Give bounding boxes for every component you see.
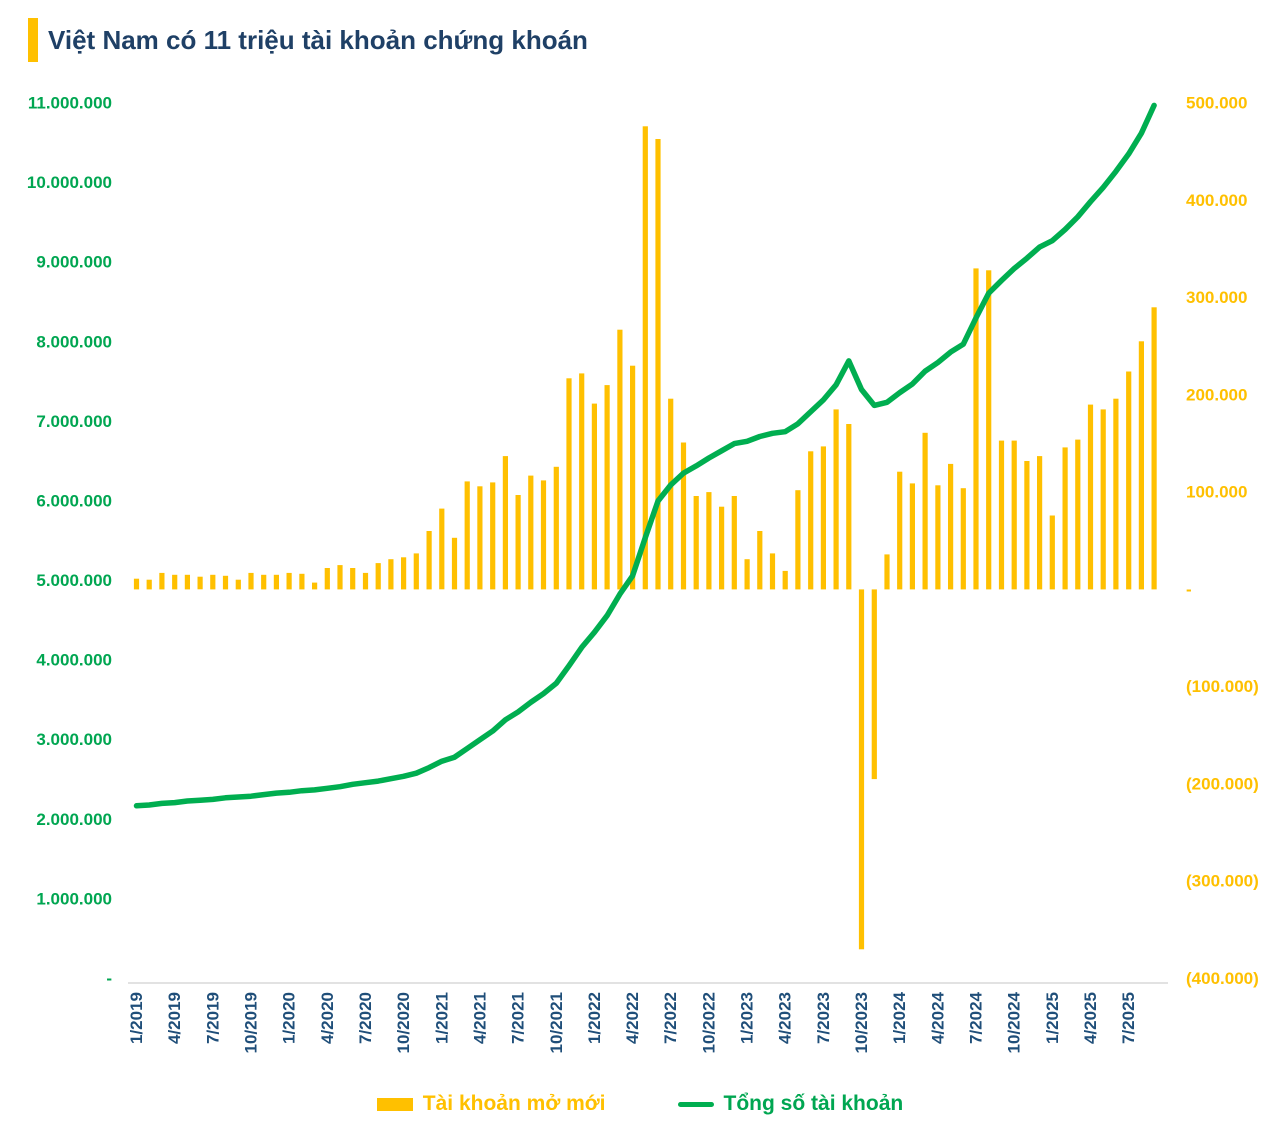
svg-text:200.000: 200.000 — [1186, 385, 1247, 404]
svg-text:500.000: 500.000 — [1186, 94, 1247, 113]
svg-text:4/2021: 4/2021 — [470, 992, 489, 1044]
svg-text:5.000.000: 5.000.000 — [36, 571, 112, 590]
page-title: Việt Nam có 11 triệu tài khoản chứng kho… — [28, 18, 588, 62]
svg-text:1/2019: 1/2019 — [127, 992, 146, 1044]
legend-label-new-accounts: Tài khoản mở mới — [422, 1092, 606, 1115]
svg-text:1/2025: 1/2025 — [1043, 992, 1062, 1044]
svg-text:1/2024: 1/2024 — [890, 991, 909, 1044]
svg-text:8.000.000: 8.000.000 — [36, 332, 112, 351]
svg-text:10/2022: 10/2022 — [699, 992, 718, 1053]
svg-text:400.000: 400.000 — [1186, 191, 1247, 210]
svg-text:100.000: 100.000 — [1186, 483, 1247, 502]
svg-text:6.000.000: 6.000.000 — [36, 492, 112, 511]
svg-text:1/2020: 1/2020 — [280, 992, 299, 1044]
svg-text:4/2022: 4/2022 — [623, 992, 642, 1044]
svg-text:1.000.000: 1.000.000 — [36, 889, 112, 908]
svg-text:4.000.000: 4.000.000 — [36, 651, 112, 670]
svg-text:1/2021: 1/2021 — [432, 992, 451, 1044]
svg-text:7/2025: 7/2025 — [1119, 992, 1138, 1044]
svg-text:7/2022: 7/2022 — [661, 992, 680, 1044]
svg-text:10/2021: 10/2021 — [547, 992, 566, 1053]
title-text: Việt Nam có 11 triệu tài khoản chứng kho… — [48, 24, 588, 55]
svg-text:10/2019: 10/2019 — [242, 992, 261, 1053]
svg-text:(100.000): (100.000) — [1186, 677, 1259, 696]
svg-text:-: - — [1186, 580, 1192, 599]
svg-text:7/2023: 7/2023 — [814, 992, 833, 1044]
svg-text:1/2023: 1/2023 — [738, 992, 757, 1044]
svg-text:7/2021: 7/2021 — [509, 992, 528, 1044]
svg-text:(400.000): (400.000) — [1186, 969, 1259, 988]
svg-text:7/2024: 7/2024 — [967, 991, 986, 1044]
svg-text:1/2022: 1/2022 — [585, 992, 604, 1044]
svg-text:10/2023: 10/2023 — [852, 992, 871, 1053]
svg-text:10/2020: 10/2020 — [394, 992, 413, 1053]
svg-text:4/2019: 4/2019 — [165, 992, 184, 1044]
svg-text:3.000.000: 3.000.000 — [36, 730, 112, 749]
legend-item-new-accounts: Tài khoản mở mới — [376, 1092, 606, 1116]
legend-item-total-accounts: Tổng số tài khoản — [677, 1092, 904, 1116]
legend-swatch-new-accounts-icon — [376, 1097, 413, 1111]
svg-text:9.000.000: 9.000.000 — [36, 253, 112, 272]
svg-text:2.000.000: 2.000.000 — [36, 810, 112, 829]
chart-legend: Tài khoản mở mới Tổng số tài khoản — [0, 1092, 1280, 1116]
legend-swatch-total-accounts-icon — [677, 1101, 714, 1107]
svg-text:7/2020: 7/2020 — [356, 992, 375, 1044]
legend-label-total-accounts: Tổng số tài khoản — [723, 1092, 904, 1115]
svg-text:4/2023: 4/2023 — [776, 992, 795, 1044]
svg-text:(200.000): (200.000) — [1186, 774, 1259, 793]
svg-text:4/2020: 4/2020 — [318, 992, 337, 1044]
svg-text:10/2024: 10/2024 — [1005, 991, 1024, 1053]
svg-text:7.000.000: 7.000.000 — [36, 412, 112, 431]
svg-text:7/2019: 7/2019 — [203, 992, 222, 1044]
svg-text:10.000.000: 10.000.000 — [27, 173, 112, 192]
svg-text:-: - — [106, 969, 112, 988]
svg-text:300.000: 300.000 — [1186, 288, 1247, 307]
title-accent-bar — [28, 18, 38, 62]
svg-text:4/2025: 4/2025 — [1081, 992, 1100, 1044]
svg-text:11.000.000: 11.000.000 — [28, 94, 112, 113]
svg-text:(300.000): (300.000) — [1186, 872, 1259, 891]
svg-text:4/2024: 4/2024 — [928, 991, 947, 1044]
